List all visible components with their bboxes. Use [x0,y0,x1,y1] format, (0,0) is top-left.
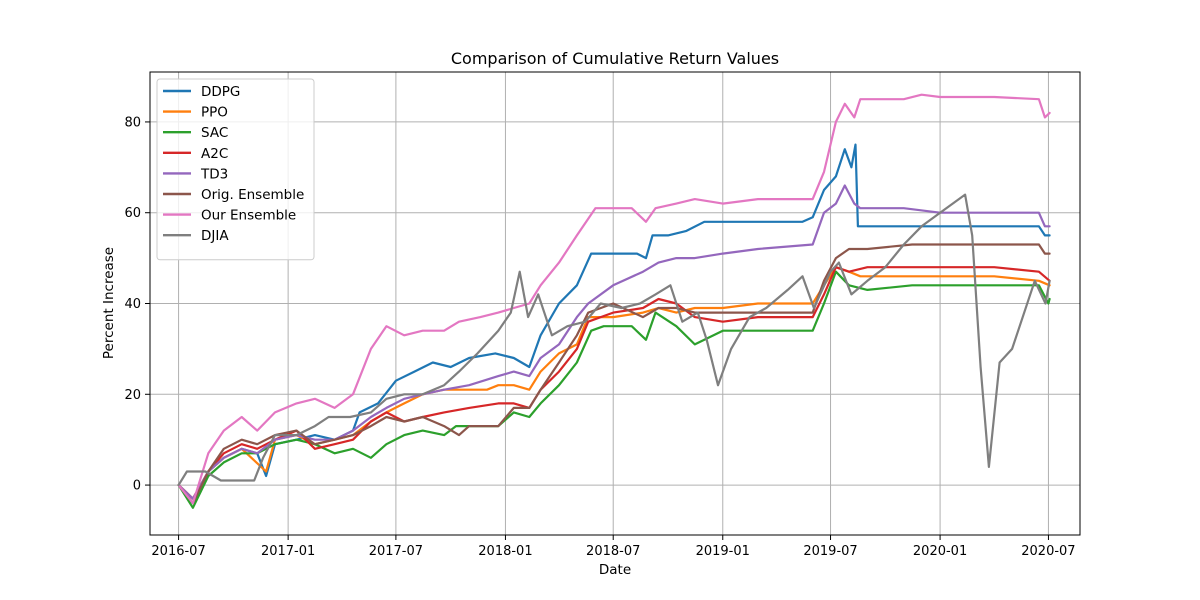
series-line-our-ensemble [177,93,1051,505]
legend-label: SAC [201,125,228,141]
legend: DDPG PPO SAC A2C TD3 Orig. Ensemble Our Ensemb… [156,78,315,261]
x-tick-label: 2018-01 [478,544,532,559]
legend-box [156,78,315,261]
legend-label: Our Ensemble [201,208,296,224]
legend-label: DDPG [201,84,240,100]
axis-ticks: 2016-07 2017-01 2017-07 2018-01 2018-07 2019-… [124,115,1075,559]
x-tick-label: 2017-07 [369,544,423,559]
x-tick-label: 2017-01 [261,544,315,559]
x-tick-label: 2019-01 [696,544,750,559]
legend-label: PPO [201,105,228,121]
series-lines [177,93,1051,509]
y-axis-label: Percent Increase [101,247,117,359]
series-line-djia [177,193,1051,487]
x-tick-label: 2020-07 [1021,544,1075,559]
x-tick-label: 2018-07 [586,544,640,559]
x-tick-label: 2019-07 [803,544,857,559]
series-line-orig-ensemble [177,243,1051,505]
x-tick-label: 2020-01 [913,544,967,559]
y-tick-label: 0 [133,479,141,494]
chart-title: Comparison of Cumulative Return Values [451,49,779,68]
grid-lines [150,72,1080,535]
legend-label: DJIA [201,228,229,244]
y-tick-label: 60 [124,206,141,221]
y-tick-label: 20 [124,388,141,403]
y-tick-label: 80 [124,115,141,130]
legend-label: Orig. Ensemble [201,187,304,203]
legend-label: A2C [201,146,228,162]
x-tick-label: 2016-07 [151,544,205,559]
x-axis-label: Date [599,562,631,578]
legend-label: TD3 [200,166,228,182]
y-tick-label: 40 [124,297,141,312]
